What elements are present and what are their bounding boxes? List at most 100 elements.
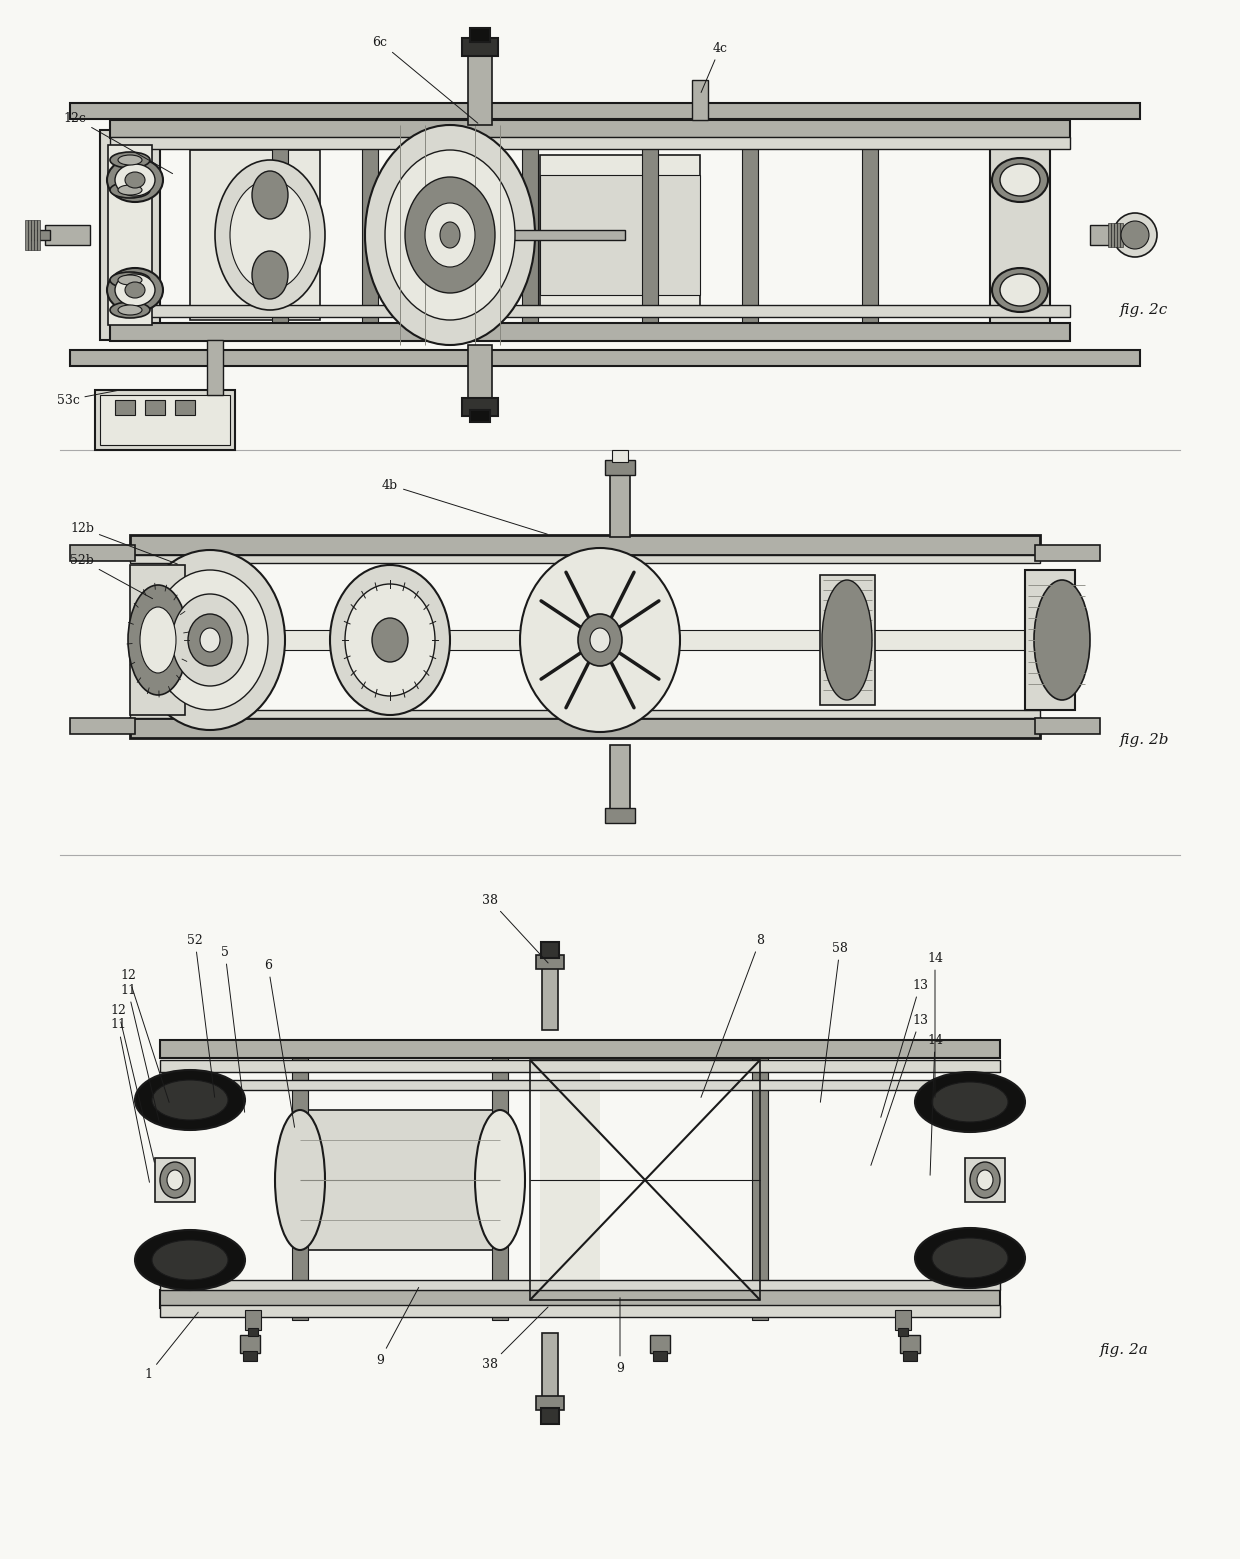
Bar — [145, 401, 165, 415]
Bar — [1111, 223, 1114, 246]
Bar — [241, 1335, 260, 1353]
Bar — [29, 220, 31, 249]
Text: 52b: 52b — [71, 553, 153, 599]
Ellipse shape — [425, 203, 475, 267]
Bar — [542, 1333, 558, 1398]
Bar — [1090, 224, 1135, 245]
Ellipse shape — [520, 549, 680, 733]
Text: 13: 13 — [880, 979, 928, 1118]
Ellipse shape — [999, 274, 1040, 306]
Ellipse shape — [118, 154, 143, 165]
Bar — [445, 231, 625, 240]
Ellipse shape — [932, 1238, 1008, 1278]
Bar — [541, 942, 559, 957]
Text: 4b: 4b — [382, 479, 547, 535]
Bar — [605, 460, 635, 475]
Ellipse shape — [153, 571, 268, 709]
Ellipse shape — [1114, 214, 1157, 257]
Bar — [751, 1040, 768, 1320]
Bar — [539, 154, 701, 315]
Bar — [160, 1040, 999, 1059]
Bar — [692, 80, 708, 120]
Bar — [69, 103, 1140, 118]
Bar — [990, 129, 1050, 340]
Ellipse shape — [252, 251, 288, 299]
Text: 4c: 4c — [701, 42, 728, 92]
Bar — [243, 1352, 257, 1361]
Ellipse shape — [107, 268, 162, 312]
Ellipse shape — [110, 151, 150, 168]
Text: 6: 6 — [264, 959, 295, 1127]
Ellipse shape — [275, 1110, 325, 1250]
Text: 13: 13 — [870, 1013, 928, 1166]
Ellipse shape — [1121, 221, 1149, 249]
Ellipse shape — [172, 594, 248, 686]
Ellipse shape — [932, 1082, 1008, 1122]
Bar — [110, 137, 1070, 150]
Bar — [291, 1040, 308, 1320]
Ellipse shape — [107, 157, 162, 203]
Bar — [160, 1080, 999, 1090]
Bar — [160, 1305, 999, 1317]
Ellipse shape — [365, 125, 534, 345]
Ellipse shape — [135, 550, 285, 730]
Text: fig. 2a: fig. 2a — [1100, 1342, 1149, 1356]
Bar — [742, 136, 758, 335]
Bar — [463, 37, 498, 56]
Bar — [467, 50, 492, 125]
Bar — [190, 150, 320, 320]
Bar — [160, 1289, 999, 1308]
Text: 11: 11 — [120, 984, 160, 1122]
Ellipse shape — [188, 614, 232, 666]
Ellipse shape — [915, 1228, 1025, 1288]
Bar — [539, 175, 701, 295]
Bar — [110, 120, 1070, 139]
Text: 12c: 12c — [63, 112, 172, 173]
Ellipse shape — [125, 171, 145, 189]
Ellipse shape — [115, 164, 155, 196]
Bar — [110, 323, 1070, 341]
Bar — [536, 956, 564, 970]
Ellipse shape — [229, 179, 310, 290]
Bar — [37, 220, 40, 249]
Ellipse shape — [125, 282, 145, 298]
Text: 14: 14 — [928, 1034, 942, 1175]
Bar — [180, 630, 1040, 650]
Bar — [650, 1335, 670, 1353]
Text: 11: 11 — [110, 1018, 150, 1182]
Ellipse shape — [578, 614, 622, 666]
Bar — [1035, 719, 1100, 734]
Text: 53c: 53c — [57, 390, 118, 407]
Bar — [467, 345, 492, 405]
Bar — [492, 1040, 508, 1320]
Bar — [155, 1158, 195, 1202]
Text: 6c: 6c — [372, 36, 477, 123]
Bar — [463, 398, 498, 416]
Ellipse shape — [992, 268, 1048, 312]
Text: 8: 8 — [701, 934, 764, 1098]
Bar — [1025, 571, 1075, 709]
Bar — [613, 451, 627, 461]
Ellipse shape — [118, 274, 143, 285]
Bar — [30, 231, 50, 240]
Ellipse shape — [992, 157, 1048, 203]
Bar — [100, 129, 160, 340]
Bar — [110, 306, 1070, 316]
Ellipse shape — [977, 1169, 993, 1190]
Bar — [160, 1280, 999, 1289]
Text: 1: 1 — [144, 1313, 198, 1381]
Text: 9: 9 — [616, 1297, 624, 1375]
Ellipse shape — [200, 628, 219, 652]
Bar — [130, 564, 185, 716]
Bar — [529, 1060, 760, 1300]
Bar — [898, 1328, 908, 1336]
Text: fig. 2b: fig. 2b — [1120, 733, 1169, 747]
Ellipse shape — [384, 150, 515, 320]
Ellipse shape — [405, 178, 495, 293]
Ellipse shape — [822, 580, 872, 700]
Bar — [470, 410, 490, 422]
Bar — [69, 719, 135, 734]
Text: 38: 38 — [482, 893, 548, 963]
Ellipse shape — [475, 1110, 525, 1250]
Bar — [95, 390, 236, 451]
